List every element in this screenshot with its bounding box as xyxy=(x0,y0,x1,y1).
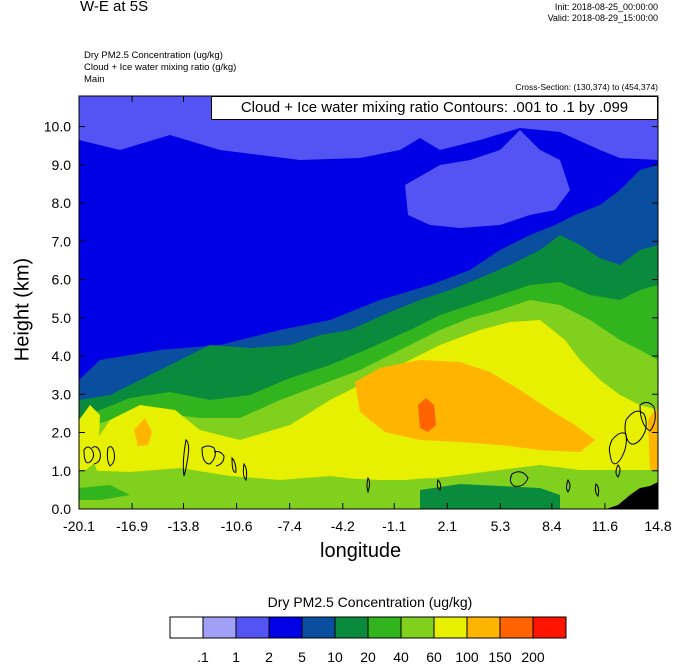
y-axis-label: Height (km) xyxy=(11,257,34,362)
colorbar-swatch xyxy=(367,616,402,639)
colorbar-label: 40 xyxy=(393,649,409,665)
colorbar-label: 10 xyxy=(327,649,343,665)
colorbar-swatch xyxy=(301,616,336,639)
colorbar-label: 150 xyxy=(488,649,512,665)
colorbar-swatch xyxy=(499,616,534,639)
x-tick-label: 8.4 xyxy=(542,518,562,534)
colorbar-swatch xyxy=(433,616,468,639)
colorbar-label: 60 xyxy=(426,649,442,665)
colorbar-swatch xyxy=(202,616,237,639)
y-tick-label: 8.0 xyxy=(52,195,72,211)
colorbar-label: 200 xyxy=(521,649,545,665)
x-tick-label: -4.2 xyxy=(331,518,355,534)
y-axis: 0.0 1.0 2.0 3.0 4.0 5.0 6.0 7.0 8.0 9.0 10.0 xyxy=(44,119,658,517)
chart-title: W-E at 5S xyxy=(80,0,149,15)
colorbar: .1 1 2 5 10 20 40 60 100 150 200 xyxy=(169,616,567,665)
init-time: Init: 2018-08-25_00:00:00 xyxy=(554,2,658,12)
valid-time: Valid: 2018-08-29_15:00:00 xyxy=(547,13,658,23)
colorbar-label: 20 xyxy=(360,649,376,665)
y-tick-label: 9.0 xyxy=(52,157,72,173)
x-tick-label: 2.1 xyxy=(438,518,458,534)
y-tick-label: 7.0 xyxy=(52,233,72,249)
y-tick-label: 3.0 xyxy=(52,386,72,402)
x-tick-label: -13.8 xyxy=(168,518,200,534)
colorbar-label: 5 xyxy=(298,649,306,665)
y-tick-label: 5.0 xyxy=(52,310,72,326)
x-tick-label: -16.9 xyxy=(116,518,148,534)
y-tick-label: 6.0 xyxy=(52,272,72,288)
colorbar-swatch xyxy=(268,616,303,639)
cloud-contours xyxy=(83,401,656,497)
x-axis: -20.1 -16.9 -13.8 -10.6 -7.4 -4.2 -1.1 2.1 5.3 8.… xyxy=(63,96,672,534)
colorbar-swatch xyxy=(334,616,369,639)
x-tick-label: -1.1 xyxy=(382,518,406,534)
colorbar-label: 1 xyxy=(232,649,240,665)
colorbar-swatch xyxy=(532,616,567,639)
field-name-cloud: Cloud + Ice water mixing ratio (g/kg) xyxy=(84,62,237,73)
x-tick-label: 11.6 xyxy=(592,518,618,534)
y-tick-label: 1.0 xyxy=(52,463,72,479)
cross-section-label: Cross-Section: (130,374) to (454,374) xyxy=(515,82,658,92)
x-axis-label: longitude xyxy=(320,540,402,562)
colorbar-swatch xyxy=(400,616,435,639)
colorbar-swatch xyxy=(235,616,270,639)
x-tick-label: -7.4 xyxy=(278,518,302,534)
y-tick-label: 0.0 xyxy=(52,501,72,517)
x-tick-label: -10.6 xyxy=(221,518,253,534)
y-tick-label: 4.0 xyxy=(52,348,72,364)
run-name: Main xyxy=(84,74,105,85)
x-tick-label: -20.1 xyxy=(63,518,95,534)
field-name-pm25: Dry PM2.5 Concentration (ug/kg) xyxy=(84,50,223,61)
colorbar-label: 100 xyxy=(455,649,479,665)
contour-info-box: Cloud + Ice water mixing ratio Contours:… xyxy=(211,96,658,120)
y-tick-label: 10.0 xyxy=(44,119,71,135)
colorbar-label: 2 xyxy=(265,649,273,665)
x-tick-label: 5.3 xyxy=(491,518,511,534)
x-tick-label: 14.8 xyxy=(644,518,671,534)
y-tick-label: 2.0 xyxy=(52,425,72,441)
colorbar-swatch xyxy=(169,616,204,639)
colorbar-swatch xyxy=(466,616,501,639)
concentration-field xyxy=(79,96,658,509)
colorbar-title: Dry PM2.5 Concentration (ug/kg) xyxy=(267,594,473,610)
colorbar-label: .1 xyxy=(197,649,209,665)
